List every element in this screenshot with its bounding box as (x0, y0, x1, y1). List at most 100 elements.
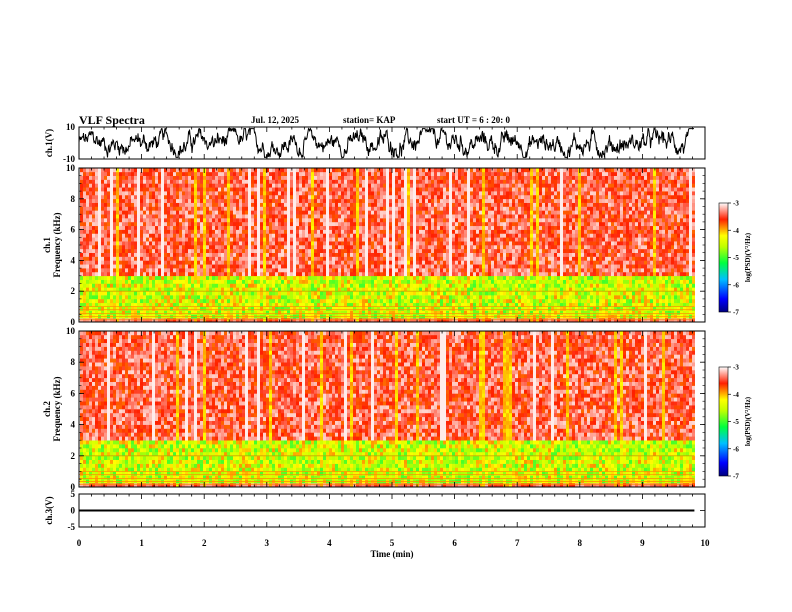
spectrogram-cell (422, 221, 425, 227)
spectrogram-cell (308, 183, 311, 188)
spectrogram-cell (395, 241, 398, 246)
spectrogram-cell (251, 183, 254, 188)
spectrogram-cell (401, 291, 404, 296)
spectrogram-cell (212, 302, 215, 307)
spectrogram-cell (191, 283, 194, 288)
spectrogram-cell (329, 245, 332, 250)
spectrogram-cell (215, 291, 218, 296)
spectrogram-cell (389, 194, 392, 200)
spectrogram-cell (443, 183, 446, 188)
spectrogram-cell (167, 183, 170, 188)
spectrogram-cell (335, 187, 338, 192)
spectrogram-cell (392, 168, 395, 173)
spectrogram-cell (266, 295, 269, 300)
spectrogram-cell (212, 168, 215, 173)
spectrogram-cell (419, 198, 422, 203)
spectrogram-cell (101, 168, 104, 173)
spectrogram-cell (155, 275, 158, 280)
spectrogram-cell (224, 318, 227, 323)
spectrogram-cell (380, 210, 383, 215)
spectrogram-cell (158, 175, 161, 180)
spectrogram-cell (170, 268, 173, 273)
spectrogram-cell (356, 221, 359, 227)
spectrogram-cell (257, 271, 260, 277)
spectrogram-cell (284, 318, 287, 323)
spectrogram-cell (182, 221, 185, 227)
spectrogram-cell (350, 279, 353, 284)
spectrogram-cell (170, 194, 173, 200)
spectrogram-cell (179, 221, 182, 227)
spectrogram-cell (320, 218, 323, 223)
spectrogram-cell (182, 298, 185, 304)
spectrogram-cell (440, 214, 443, 219)
spectrogram-cell (323, 245, 326, 250)
spectrogram-cell (128, 256, 131, 261)
spectrogram-cell (119, 229, 122, 234)
spectrogram-cell (218, 187, 221, 192)
spectrogram-cell (305, 275, 308, 280)
spectrogram-cell (215, 175, 218, 180)
spectrogram-cell (113, 202, 116, 207)
spectrogram-cell (449, 233, 452, 238)
spectrogram-cell (389, 306, 392, 311)
spectrogram-cell (443, 221, 446, 227)
spectrogram-cell (380, 168, 383, 173)
spectrogram-cell (302, 194, 305, 200)
spectrogram-cell (140, 279, 143, 284)
spectrogram-cell (305, 183, 308, 188)
spectrogram-cell (134, 318, 137, 323)
spectrogram-cell (395, 283, 398, 288)
spectrogram-cell (158, 168, 161, 173)
spectrogram-cell (287, 283, 290, 288)
spectrogram-cell (317, 202, 320, 207)
spectrogram-cell (380, 233, 383, 238)
spectrogram-cell (230, 241, 233, 246)
spectrogram-cell (365, 268, 368, 273)
spectrogram-cell (362, 260, 365, 265)
spectrogram-cell (272, 237, 275, 242)
spectrogram-cell (404, 214, 407, 219)
spectrogram-cell (377, 264, 380, 269)
spectrogram-cell (419, 245, 422, 250)
spectrogram-cell (119, 225, 122, 230)
spectrogram-cell (398, 291, 401, 296)
spectrogram-cell (371, 210, 374, 215)
spectrogram-cell (92, 187, 95, 192)
spectrogram-cell (377, 295, 380, 300)
spectrogram-cell (164, 256, 167, 261)
spectrogram-cell (161, 198, 164, 203)
spectrogram-cell (215, 260, 218, 265)
spectrogram-cell (392, 241, 395, 246)
spectrogram-cell (338, 194, 341, 200)
spectrogram-cell (377, 194, 380, 200)
spectrogram-cell (398, 214, 401, 219)
spectrogram-cell (86, 179, 89, 184)
spectrogram-cell (299, 183, 302, 188)
spectrogram-cell (131, 198, 134, 203)
spectrogram-cell (215, 225, 218, 230)
spectrogram-cell (194, 264, 197, 269)
spectrogram-cell (92, 252, 95, 257)
spectrogram-cell (404, 168, 407, 173)
spectrogram-cell (434, 275, 437, 280)
spectrogram-cell (287, 210, 290, 215)
spectrogram-cell (173, 268, 176, 273)
spectrogram-cell (374, 268, 377, 273)
spectrogram-cell (89, 194, 92, 200)
spectrogram-cell (260, 218, 263, 223)
spectrogram-cell (233, 264, 236, 269)
spectrogram-cell (281, 295, 284, 300)
spectrogram-cell (362, 283, 365, 288)
spectrogram-cell (320, 187, 323, 192)
spectrogram-cell (158, 233, 161, 238)
spectrogram-cell (182, 233, 185, 238)
spectrogram-cell (185, 271, 188, 277)
spectrogram-cell (287, 275, 290, 280)
spectrogram-cell (95, 225, 98, 230)
spectrogram-cell (389, 206, 392, 211)
spectrogram-cell (338, 306, 341, 311)
spectrogram-cell (386, 248, 389, 253)
spectrogram-cell (431, 241, 434, 246)
spectrogram-cell (335, 268, 338, 273)
spectrogram-cell (287, 191, 290, 196)
